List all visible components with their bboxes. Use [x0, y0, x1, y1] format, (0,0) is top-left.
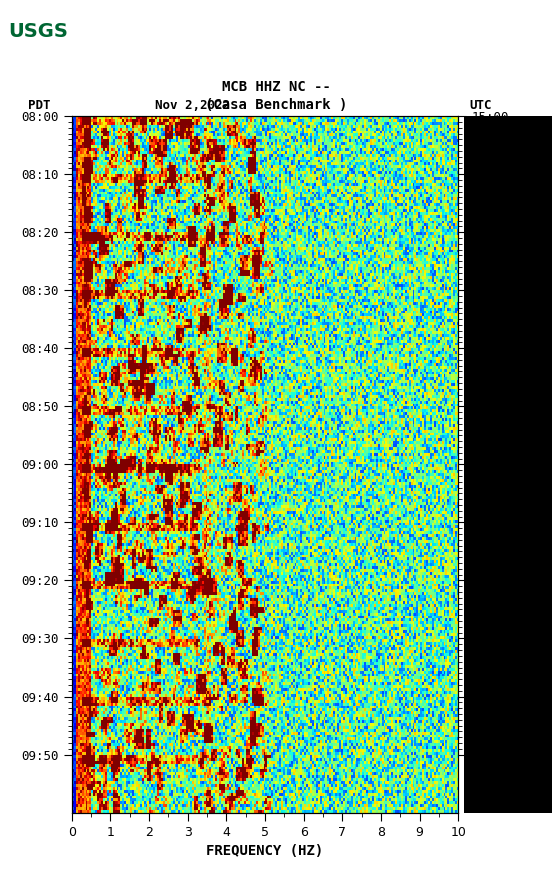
Text: PDT: PDT	[28, 98, 50, 112]
Text: USGS: USGS	[8, 21, 68, 41]
X-axis label: FREQUENCY (HZ): FREQUENCY (HZ)	[206, 845, 323, 858]
Text: UTC: UTC	[469, 98, 492, 112]
Text: MCB HHZ NC --: MCB HHZ NC --	[221, 79, 331, 94]
Text: (Casa Benchmark ): (Casa Benchmark )	[205, 97, 347, 112]
Text: Nov 2,2022: Nov 2,2022	[155, 98, 230, 112]
